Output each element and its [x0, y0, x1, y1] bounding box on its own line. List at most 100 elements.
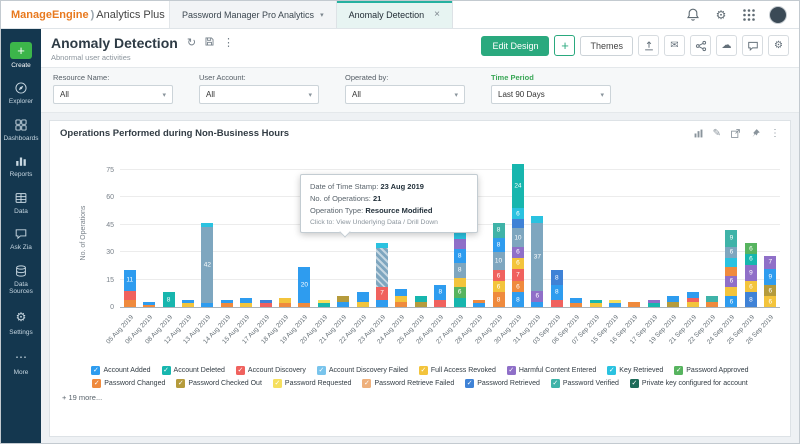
sidebar-item-reports[interactable]: Reports: [1, 148, 41, 184]
legend-checkbox[interactable]: ✓: [91, 366, 101, 375]
bar-26-aug-2019[interactable]: 8: [434, 285, 447, 307]
bar-segment-resource-modified[interactable]: 42: [201, 226, 214, 304]
bar-22-aug-2019[interactable]: [356, 292, 369, 307]
bar-segment-account-discovery[interactable]: 6: [492, 270, 505, 282]
bar-segment-harmful-content-entered[interactable]: [647, 299, 660, 304]
bar-26-sep-2019[interactable]: 6 6 9 7: [764, 255, 777, 307]
bar-segment-key-retrieved[interactable]: [201, 222, 214, 227]
refresh-icon[interactable]: ↻: [186, 36, 197, 49]
export-icon[interactable]: [638, 35, 659, 56]
legend-item-password-changed[interactable]: ✓ Password Changed: [92, 379, 165, 388]
bar-segment-resource-modified[interactable]: 37: [531, 222, 544, 291]
bar-segment-harmful-content-entered[interactable]: [453, 239, 466, 249]
settings-gear-icon[interactable]: ⚙: [715, 7, 727, 22]
bar-segment-account-deleted[interactable]: [317, 303, 330, 307]
legend-item-password-verified[interactable]: ✓ Password Verified: [550, 379, 619, 388]
bar-segment-resource-modified[interactable]: 6: [725, 246, 738, 258]
bar-13-aug-2019[interactable]: 42: [201, 222, 214, 307]
bar-segment-full-access-revoked[interactable]: [453, 277, 466, 287]
bar-segment-account-added[interactable]: 8: [434, 285, 447, 300]
legend-item-password-approved[interactable]: ✓ Password Approved: [674, 366, 749, 375]
bar-segment-harmful-content-entered[interactable]: 9: [744, 264, 757, 282]
bar-segment-account-added[interactable]: 9: [764, 268, 777, 286]
bar-segment-account-added[interactable]: [240, 297, 253, 304]
bar-17-sep-2019[interactable]: [647, 299, 660, 307]
bar-segment-password-requested[interactable]: [609, 299, 621, 304]
bar-segment-account-added[interactable]: [181, 299, 194, 304]
mail-icon[interactable]: ✉: [664, 35, 685, 56]
filter-select[interactable]: All ▾: [53, 85, 173, 104]
bar-segment-password-changed[interactable]: [143, 305, 156, 307]
bar-14-aug-2019[interactable]: [220, 299, 233, 307]
bar-segment-resource-modified[interactable]: 10: [492, 252, 505, 271]
sidebar-item-settings[interactable]: ⚙ Settings: [1, 302, 41, 342]
tab-anomaly-detection[interactable]: Anomaly Detection ×: [336, 1, 453, 28]
bar-21-aug-2019[interactable]: [337, 296, 350, 307]
legend-checkbox[interactable]: ✓: [272, 379, 282, 388]
bar-segment-password-retrieved[interactable]: 8: [550, 270, 563, 286]
legend-checkbox[interactable]: ✓: [550, 379, 560, 388]
bar-segment-harmful-content-entered[interactable]: 7: [764, 255, 777, 269]
avatar[interactable]: [769, 5, 787, 24]
bar-segment-password-retrieved[interactable]: 8: [744, 292, 757, 307]
bar-20-aug-2019[interactable]: [317, 299, 330, 307]
bar-segment-account-added[interactable]: [531, 301, 544, 307]
bar-15-sep-2019[interactable]: [609, 299, 621, 307]
bar-segment-full-access-revoked[interactable]: 6: [511, 257, 524, 269]
filter-select[interactable]: Last 90 Days ▾: [491, 85, 611, 104]
bar-segment-account-deleted[interactable]: [414, 296, 427, 302]
legend-checkbox[interactable]: ✓: [418, 366, 428, 375]
tab-password-manager-pro-analytics[interactable]: Password Manager Pro Analytics ▾: [170, 1, 337, 28]
bar-segment-account-deleted[interactable]: [589, 299, 602, 304]
add-button[interactable]: +: [554, 35, 576, 56]
sidebar-item-explorer[interactable]: Explorer: [1, 75, 41, 111]
bar-segment-full-access-revoked[interactable]: [240, 303, 253, 307]
bar-segment-account-discovery[interactable]: 7: [376, 286, 389, 300]
comment-icon[interactable]: [742, 35, 763, 56]
bar-segment-full-access-revoked[interactable]: [181, 303, 194, 307]
bar-segment-account-added[interactable]: [376, 299, 389, 307]
save-icon[interactable]: [204, 36, 215, 50]
bar-segment-account-added[interactable]: [609, 303, 621, 307]
bar-segment-password-checked-out[interactable]: [414, 301, 427, 307]
bar-segment-account-deleted[interactable]: 24: [511, 164, 524, 209]
bar-segment-password-checked-out[interactable]: 6: [764, 285, 777, 297]
bar-17-aug-2019[interactable]: [259, 299, 272, 307]
bar-segment-password-retrieved[interactable]: [259, 299, 272, 304]
bar-18-aug-2019[interactable]: [279, 297, 291, 307]
legend-checkbox[interactable]: ✓: [161, 366, 171, 375]
bar-31-aug-2019[interactable]: 6 37: [531, 215, 544, 307]
bar-segment-password-approved[interactable]: 6: [744, 243, 757, 254]
bar-segment-password-verified[interactable]: [706, 296, 719, 302]
bar-segment-full-access-revoked[interactable]: [279, 297, 291, 304]
bar-segment-password-retrieved[interactable]: [511, 219, 524, 229]
legend-checkbox[interactable]: ✓: [176, 379, 186, 388]
bar-segment-password-verified[interactable]: 8: [492, 222, 505, 238]
bar-30-aug-2019[interactable]: 8 6 7 6 6 10 6 24: [511, 164, 524, 307]
bar-segment-full-access-revoked[interactable]: [686, 301, 699, 307]
sidebar-item-create[interactable]: + Create: [1, 36, 41, 75]
bar-segment-key-retrieved[interactable]: [531, 215, 544, 223]
bar-segment-harmful-content-entered[interactable]: 6: [531, 290, 544, 302]
bar-segment-harmful-content-entered[interactable]: 6: [511, 246, 524, 258]
legend-item-account-added[interactable]: ✓ Account Added: [91, 366, 151, 375]
legend-item-password-requested[interactable]: ✓ Password Requested: [272, 379, 351, 388]
bar-07-sep-2019[interactable]: [589, 299, 602, 307]
bar-06-aug-2019[interactable]: [143, 301, 156, 307]
bar-segment-password-checked-out[interactable]: [337, 296, 350, 302]
bar-segment-full-access-revoked[interactable]: 6: [744, 281, 757, 293]
sidebar-item-more[interactable]: ⋯ More: [1, 342, 41, 382]
filter-select[interactable]: All ▾: [199, 85, 319, 104]
bar-segment-password-changed[interactable]: [298, 303, 311, 307]
legend-item-password-retrieved[interactable]: ✓ Password Retrieved: [465, 379, 540, 388]
bar-segment-account-deleted[interactable]: 8: [162, 292, 175, 307]
kebab-menu-icon[interactable]: ⋮: [223, 36, 235, 49]
filter-select[interactable]: All ▾: [345, 85, 465, 104]
bar-segment-account-discovery[interactable]: [550, 299, 563, 307]
bar-segment-full-access-revoked[interactable]: 6: [492, 281, 505, 293]
notification-bell-icon[interactable]: [685, 7, 701, 23]
bar-segment-full-access-revoked[interactable]: [395, 296, 408, 302]
bar-segment-account-added[interactable]: 20: [298, 266, 311, 304]
bar-segment-password-changed[interactable]: [725, 266, 738, 276]
open-window-icon[interactable]: [730, 128, 741, 139]
